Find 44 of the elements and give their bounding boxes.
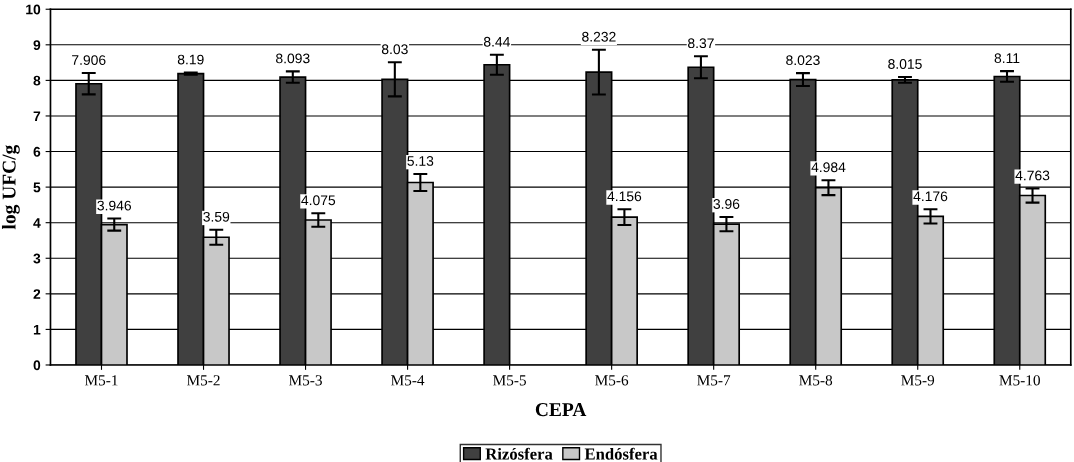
x-tick-label: M5-2 (186, 375, 220, 386)
legend-label: Rizósfera (485, 447, 553, 460)
x-tick-label: M5-6 (595, 375, 629, 386)
y-tick-label: 6 (33, 146, 41, 157)
legend-label: Endósfera (584, 447, 658, 460)
x-tick-label: M5-7 (697, 375, 731, 386)
data-label: 7.906 (72, 55, 106, 65)
data-label: 4.075 (301, 195, 336, 206)
y-tick-label: 7 (33, 111, 41, 121)
y-tick-label: 4 (33, 218, 41, 228)
data-label: 8.023 (786, 55, 820, 66)
y-tick-label: 8 (33, 75, 41, 86)
data-label: 8.093 (276, 53, 310, 64)
y-tick-label: 9 (33, 40, 41, 50)
data-label: 8.232 (582, 31, 616, 42)
x-tick-label: M5-9 (901, 375, 935, 386)
x-tick-label: M5-1 (84, 375, 118, 386)
y-tick-label: 10 (26, 4, 41, 15)
data-label: 3.59 (203, 211, 230, 222)
data-label: 8.19 (177, 54, 204, 65)
data-label: 8.11 (994, 53, 1020, 64)
y-axis-title: log UFC/g (1, 144, 20, 230)
x-axis-title: CEPA (535, 403, 587, 417)
data-label: 3.96 (713, 199, 740, 209)
y-tick-label: 5 (33, 182, 41, 193)
x-tick-label: M5-10 (999, 375, 1040, 386)
data-label: 4.156 (607, 191, 642, 202)
x-tick-label: M5-4 (391, 375, 425, 386)
x-tick-label: M5-8 (799, 375, 833, 386)
x-tick-label: M5-3 (289, 375, 322, 386)
data-label: 8.44 (483, 36, 510, 47)
data-label: 8.37 (688, 38, 714, 49)
data-label: 3.946 (97, 200, 132, 211)
x-tick-label: M5-5 (493, 375, 526, 386)
data-label: 4.763 (1015, 170, 1050, 181)
y-tick-label: 3 (33, 253, 41, 264)
data-label: 5.13 (407, 156, 434, 166)
y-tick-label: 0 (33, 360, 41, 371)
data-label: 8.015 (888, 59, 922, 69)
data-label: 8.03 (381, 44, 408, 55)
data-label: 4.984 (811, 162, 846, 173)
data-label: 4.176 (913, 191, 948, 202)
y-tick-label: 1 (33, 324, 41, 335)
y-tick-label: 2 (33, 289, 41, 299)
